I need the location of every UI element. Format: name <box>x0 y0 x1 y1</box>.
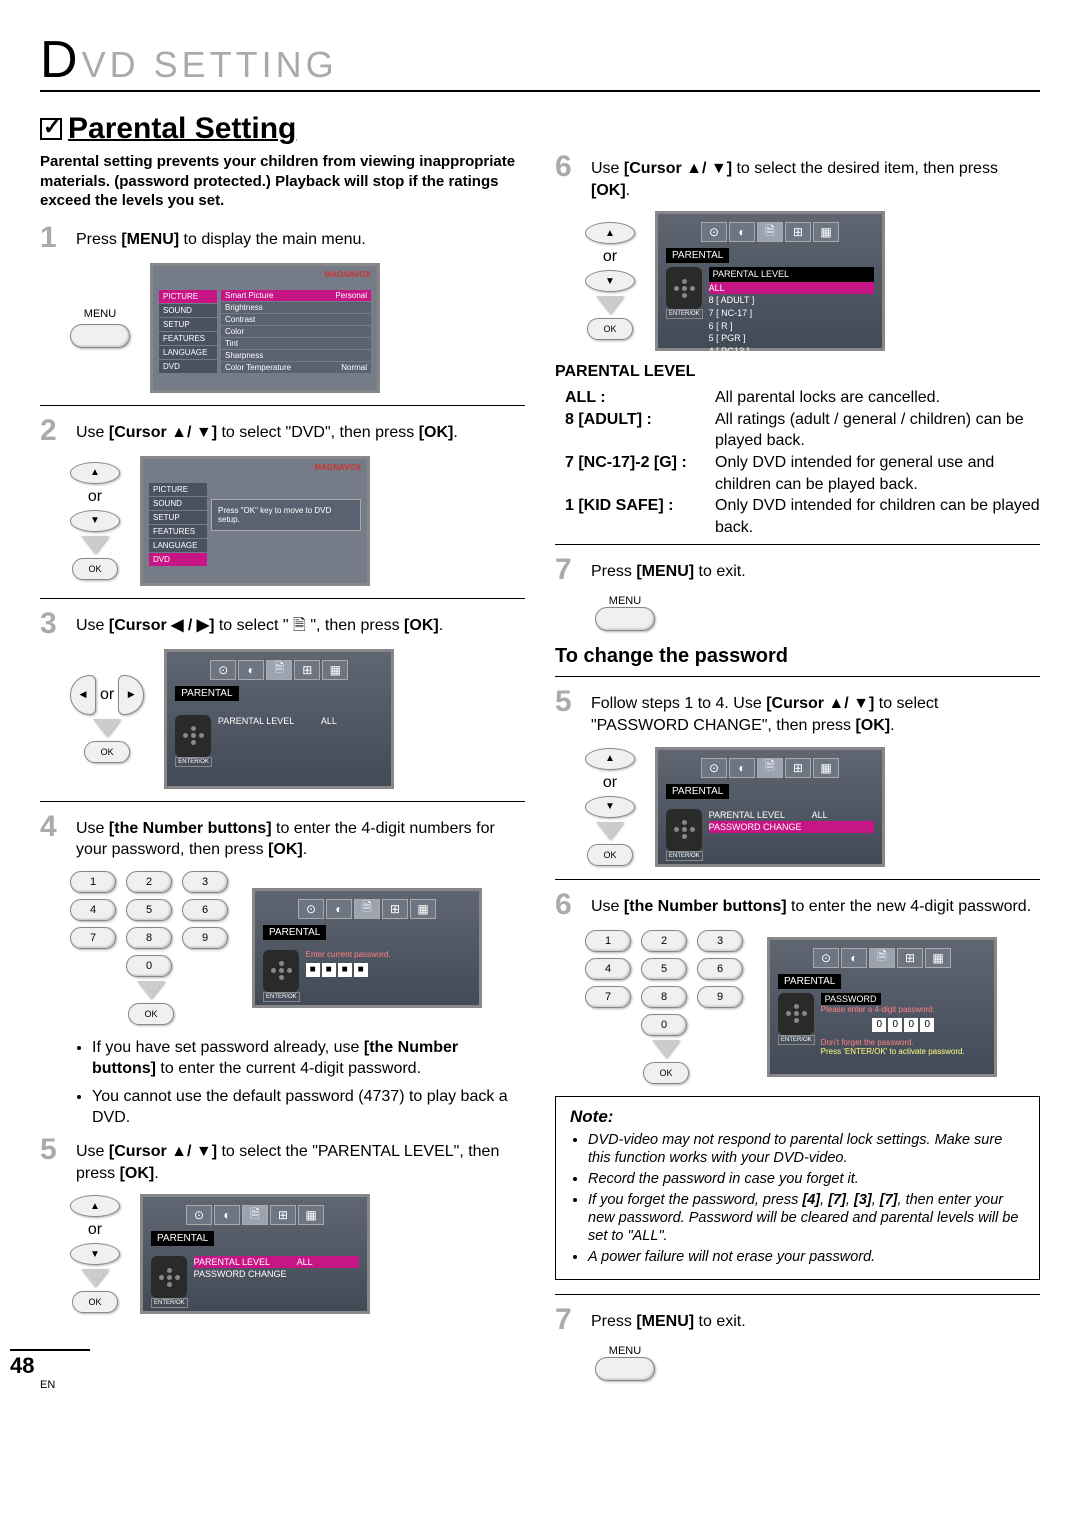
num-1: 1 <box>70 871 116 893</box>
screen-parental-level: ⊙◐🗎⊞▦ PARENTAL ENTER/OK PARENTAL LEVELAL… <box>140 1194 370 1314</box>
num-4: 4 <box>70 899 116 921</box>
cursor-left-button: ◀ <box>70 675 96 715</box>
arrow-down-icon <box>652 1040 680 1058</box>
enter-icon <box>151 1256 187 1298</box>
step-5-text: Use [Cursor ▲/ ▼] to select the "PARENTA… <box>76 1135 525 1184</box>
screen-main-menu: MAGNAVOX PICTURE SOUND SETUP FEATURES LA… <box>150 263 380 393</box>
menu-button <box>595 1357 655 1381</box>
num-0: 0 <box>126 955 172 977</box>
cursor-right-button: ▶ <box>118 675 144 715</box>
ok-button: OK <box>643 1062 689 1084</box>
enter-icon <box>666 267 702 309</box>
checkbox-icon <box>40 118 62 140</box>
number-pad: 1 2 3 4 5 6 7 8 9 0 <box>70 871 232 977</box>
subsection-title: To change the password <box>555 645 1040 668</box>
ok-button: OK <box>72 1291 118 1313</box>
arrow-down-icon <box>93 719 121 737</box>
enter-icon <box>175 715 211 757</box>
step-number-5b: 5 <box>555 687 581 717</box>
screen-new-password: ⊙◐🗎⊞▦ PARENTAL ENTER/OK PASSWORD Please … <box>767 937 997 1077</box>
ok-button: OK <box>587 318 633 340</box>
step-2-text: Use [Cursor ▲/ ▼] to select "DVD", then … <box>76 416 458 444</box>
page-header: DVD SETTING <box>40 30 1040 92</box>
step-number-7b: 7 <box>555 1305 581 1335</box>
enter-icon <box>666 809 702 851</box>
ok-button: OK <box>72 558 118 580</box>
step-6b-text: Use [the Number buttons] to enter the ne… <box>591 890 1031 918</box>
bullet-1: If you have set password already, use [t… <box>92 1037 525 1080</box>
cursor-down-button: ▼ <box>585 796 635 818</box>
num-3: 3 <box>182 871 228 893</box>
header-d: D <box>40 31 82 89</box>
menu-button <box>70 324 130 348</box>
menu-button <box>595 607 655 631</box>
arrow-down-icon <box>596 296 624 314</box>
ok-button: OK <box>128 1003 174 1025</box>
step-number-7: 7 <box>555 555 581 585</box>
num-7: 7 <box>70 927 116 949</box>
header-rest: VD SETTING <box>82 44 338 85</box>
ok-button: OK <box>84 741 130 763</box>
step-number-6b: 6 <box>555 890 581 920</box>
step-5b-text: Follow steps 1 to 4. Use [Cursor ▲/ ▼] t… <box>591 687 1040 736</box>
screen-level-list: ⊙◐🗎⊞▦ PARENTAL ENTER/OK PARENTAL LEVEL A… <box>655 211 885 351</box>
arrow-down-icon <box>137 981 165 999</box>
num-9: 9 <box>182 927 228 949</box>
num-8: 8 <box>126 927 172 949</box>
cursor-down-button: ▼ <box>585 270 635 292</box>
intro-text: Parental setting prevents your children … <box>40 152 525 211</box>
ok-button: OK <box>587 844 633 866</box>
number-pad: 1 2 3 4 5 6 7 8 9 0 <box>585 930 747 1036</box>
cursor-up-button: ▲ <box>585 748 635 770</box>
enter-icon <box>263 950 299 992</box>
num-5: 5 <box>126 899 172 921</box>
step-number-3: 3 <box>40 609 66 639</box>
bullet-2: You cannot use the default password (473… <box>92 1086 525 1129</box>
step-7b-text: Press [MENU] to exit. <box>591 1305 746 1333</box>
step-1-text: Press [MENU] to display the main menu. <box>76 223 366 251</box>
cursor-down-button: ▼ <box>70 510 120 532</box>
screen-password: ⊙◐🗎⊞▦ PARENTAL ENTER/OK Enter current pa… <box>252 888 482 1008</box>
arrow-down-icon <box>81 1269 109 1287</box>
step-number-6: 6 <box>555 152 581 182</box>
step-6-text: Use [Cursor ▲/ ▼] to select the desired … <box>591 152 1040 201</box>
step-number-2: 2 <box>40 416 66 446</box>
num-6: 6 <box>182 899 228 921</box>
cursor-up-button: ▲ <box>585 222 635 244</box>
arrow-down-icon <box>81 536 109 554</box>
note-box: Note: DVD-video may not respond to paren… <box>555 1096 1040 1281</box>
screen-password-change: ⊙◐🗎⊞▦ PARENTAL ENTER/OK PARENTAL LEVELAL… <box>655 747 885 867</box>
cursor-down-button: ▼ <box>70 1243 120 1265</box>
arrow-down-icon <box>596 822 624 840</box>
page-number: 48 EN <box>10 1349 90 1391</box>
step-7-text: Press [MENU] to exit. <box>591 555 746 583</box>
menu-label: MENU <box>84 308 116 320</box>
step-number-4: 4 <box>40 812 66 842</box>
step-number-1: 1 <box>40 223 66 253</box>
cursor-up-button: ▲ <box>70 462 120 484</box>
right-column: 6 Use [Cursor ▲/ ▼] to select the desire… <box>555 152 1040 1381</box>
num-2: 2 <box>126 871 172 893</box>
enter-icon <box>778 993 814 1035</box>
screen-dvd-select: MAGNAVOX PICTURE SOUND SETUP FEATURES LA… <box>140 456 370 586</box>
step-4-text: Use [the Number buttons] to enter the 4-… <box>76 812 525 861</box>
cursor-up-button: ▲ <box>70 1195 120 1217</box>
screen-parental: ⊙◐🗎⊞▦ PARENTAL ENTER/OK PARENTAL LEVELAL… <box>164 649 394 789</box>
step-3-text: Use [Cursor ◀ / ▶] to select " 🗎 ", then… <box>76 609 443 637</box>
step-number-5: 5 <box>40 1135 66 1165</box>
level-table: ALL :All parental locks are cancelled. 8… <box>565 387 1040 538</box>
section-title: Parental Setting <box>40 112 1040 146</box>
left-column: Parental setting prevents your children … <box>40 152 525 1381</box>
